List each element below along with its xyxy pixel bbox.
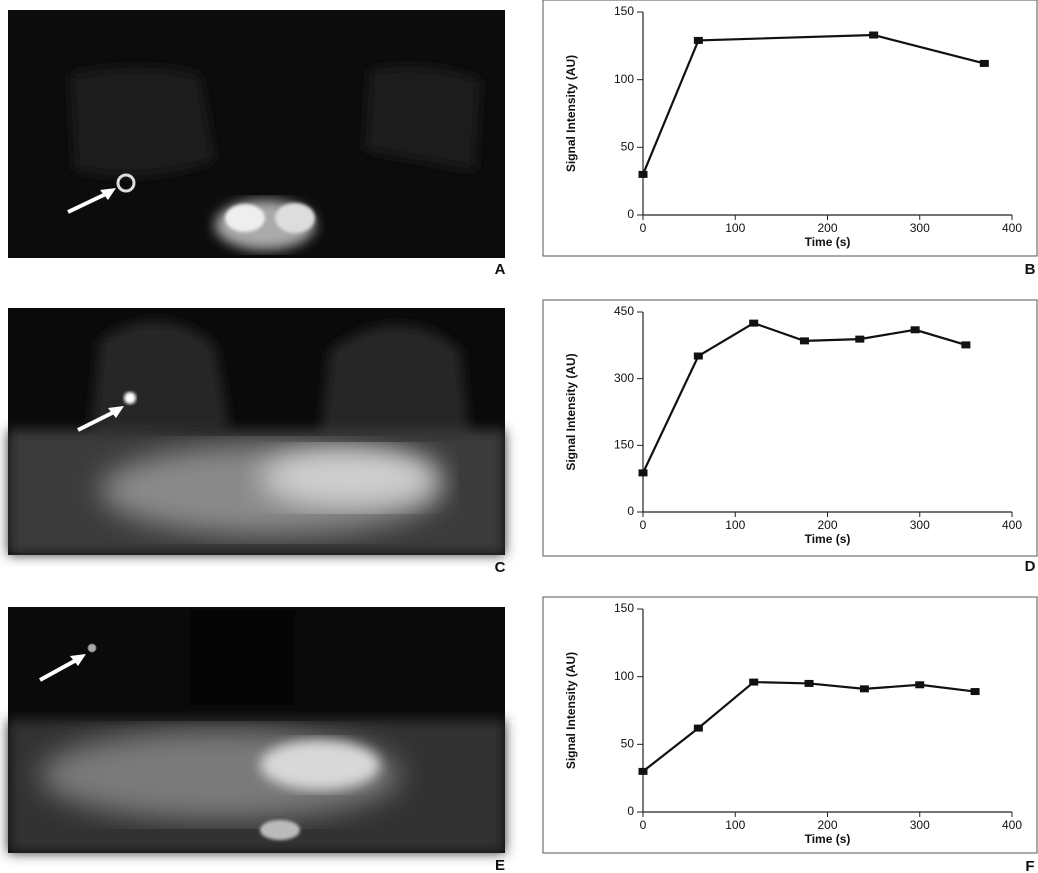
data-point xyxy=(961,341,970,348)
y-tick-label: 150 xyxy=(614,4,634,18)
y-axis-title: Signal Intensity (AU) xyxy=(564,55,578,172)
y-tick-label: 0 xyxy=(627,504,634,518)
x-tick-label: 0 xyxy=(640,221,647,235)
data-point xyxy=(911,326,920,333)
y-tick-label: 100 xyxy=(614,669,634,683)
panel-label: A xyxy=(495,261,506,278)
x-tick-label: 200 xyxy=(817,818,837,832)
y-axis-title: Signal Intensity (AU) xyxy=(564,652,578,769)
panel-label: D xyxy=(1025,558,1036,575)
x-tick-label: 400 xyxy=(1002,518,1022,532)
x-axis-title: Time (s) xyxy=(805,832,851,846)
data-point xyxy=(694,725,703,732)
data-point xyxy=(639,768,648,775)
data-line xyxy=(643,323,966,473)
data-point xyxy=(805,680,814,687)
x-tick-label: 400 xyxy=(1002,818,1022,832)
data-point xyxy=(639,171,648,178)
panel-label: C xyxy=(495,559,506,576)
y-tick-label: 450 xyxy=(614,304,634,318)
panel-label: E xyxy=(495,857,505,873)
y-tick-label: 50 xyxy=(621,140,635,154)
data-point xyxy=(855,336,864,343)
x-tick-label: 400 xyxy=(1002,221,1022,235)
y-axis-title: Signal Intensity (AU) xyxy=(564,353,578,470)
y-tick-label: 150 xyxy=(614,438,634,452)
mri-image xyxy=(8,607,505,853)
x-tick-label: 100 xyxy=(725,818,745,832)
x-tick-label: 300 xyxy=(910,818,930,832)
data-point xyxy=(694,37,703,44)
y-tick-label: 0 xyxy=(627,804,634,818)
data-point xyxy=(749,679,758,686)
panel-label: B xyxy=(1025,261,1036,278)
y-tick-label: 300 xyxy=(614,371,634,385)
mri-image xyxy=(8,308,505,555)
y-tick-label: 150 xyxy=(614,601,634,615)
data-point xyxy=(980,60,989,67)
data-point xyxy=(869,32,878,39)
data-point xyxy=(971,688,980,695)
x-tick-label: 100 xyxy=(725,221,745,235)
data-point xyxy=(639,469,648,476)
chart-frame xyxy=(543,597,1037,853)
y-tick-label: 100 xyxy=(614,72,634,86)
x-axis-title: Time (s) xyxy=(805,532,851,546)
x-tick-label: 100 xyxy=(725,518,745,532)
data-point xyxy=(749,320,758,327)
y-tick-label: 50 xyxy=(621,737,635,751)
y-tick-label: 0 xyxy=(627,207,634,221)
data-line xyxy=(643,682,975,771)
panel-label: F xyxy=(1025,858,1034,873)
data-point xyxy=(800,337,809,344)
data-point xyxy=(860,685,869,692)
chart-frame xyxy=(543,300,1037,556)
x-tick-label: 0 xyxy=(640,818,647,832)
x-tick-label: 200 xyxy=(817,518,837,532)
data-point xyxy=(694,353,703,360)
x-tick-label: 300 xyxy=(910,518,930,532)
x-tick-label: 0 xyxy=(640,518,647,532)
figure: A C E 0 50 100 150 0 100 200 300 400 Time (s) Signal … xyxy=(0,0,1038,873)
mri-image xyxy=(8,10,505,258)
x-axis-title: Time (s) xyxy=(805,235,851,249)
data-point xyxy=(915,681,924,688)
page: { "image_panels": [{"label": "A"}, {"lab… xyxy=(0,0,1038,873)
data-line xyxy=(643,35,984,174)
x-tick-label: 200 xyxy=(817,221,837,235)
x-tick-label: 300 xyxy=(910,221,930,235)
